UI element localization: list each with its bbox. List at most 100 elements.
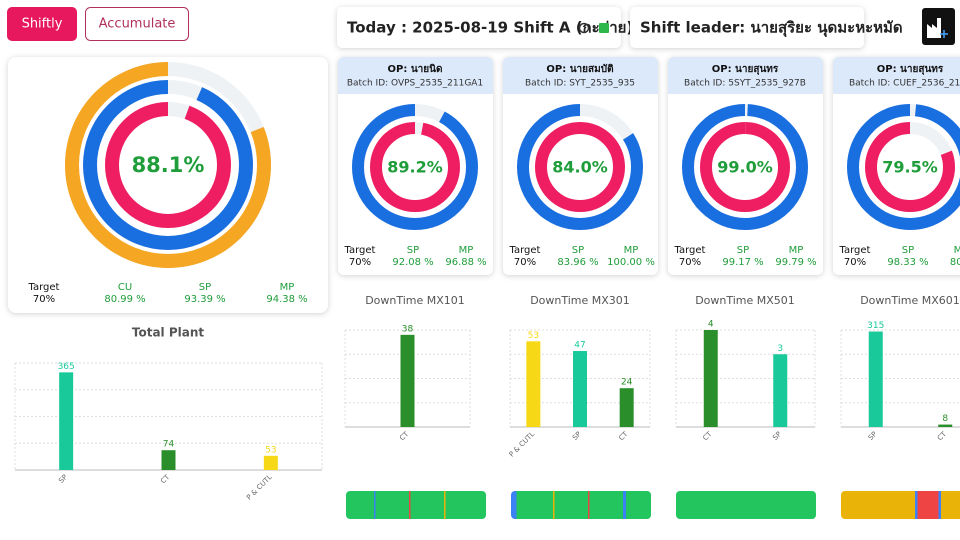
- x-tick-label: SP: [867, 430, 879, 442]
- x-tick-label: P & CUTL: [508, 430, 537, 459]
- value-label: 47: [574, 341, 585, 351]
- ring-arc: [682, 104, 808, 230]
- center-value: 99.0%: [717, 158, 773, 177]
- stat-value: 70%: [349, 257, 371, 268]
- stat-label: SP: [199, 282, 211, 293]
- stat-value: 83.96 %: [557, 257, 598, 268]
- stat-value: 70%: [33, 294, 55, 305]
- ring-arc: [517, 104, 643, 230]
- value-label: 8: [942, 414, 948, 424]
- logo-factory: [927, 18, 941, 38]
- machine-card: [503, 57, 658, 275]
- x-tick-label: CT: [398, 430, 411, 443]
- operator: OP: นายสุนทร: [877, 64, 944, 75]
- stat-value: 70%: [844, 257, 866, 268]
- stat-label: Target: [674, 245, 706, 256]
- chart-title: Total Plant: [132, 326, 205, 340]
- leader-box: [630, 7, 864, 48]
- stat-label: MP: [459, 245, 474, 256]
- tab-accumulate[interactable]: [85, 7, 189, 41]
- today-box: [337, 7, 621, 48]
- value-label: 24: [621, 378, 633, 388]
- ring-arc: [535, 122, 625, 212]
- machine-header: [668, 57, 823, 94]
- bar: [619, 388, 634, 427]
- bar: [703, 330, 718, 427]
- ring-arc: [352, 104, 478, 230]
- machine-card: [338, 57, 493, 275]
- value-label: 315: [867, 321, 884, 331]
- x-tick-label: CT: [159, 473, 172, 486]
- stat-value: 99.79 %: [775, 257, 816, 268]
- value-label: 53: [265, 445, 276, 455]
- stat-label: CU: [118, 282, 132, 293]
- tab-label[interactable]: Shiftly: [22, 17, 63, 32]
- today-text: Today : 2025-08-19 Shift A (กะบ่าย): [347, 19, 633, 37]
- stat-value: 80.99 %: [104, 294, 145, 305]
- stat-value: 99.17 %: [722, 257, 763, 268]
- timeline-strip: [511, 491, 651, 519]
- value-label: 38: [402, 324, 414, 334]
- operator: OP: นายสมบัติ: [546, 63, 613, 75]
- bar: [526, 341, 541, 427]
- stat-value: 94.38 %: [266, 294, 307, 305]
- stat-value: 92.08 %: [392, 257, 433, 268]
- stat-value: 70%: [679, 257, 701, 268]
- stat-value: 80.8: [950, 257, 960, 268]
- ring-arc: [370, 122, 460, 212]
- chart-title: DownTime MX601: [860, 294, 960, 307]
- center-value: 89.2%: [387, 158, 443, 177]
- tab-shiftly[interactable]: [7, 7, 77, 41]
- bar: [938, 424, 953, 427]
- stat-label: Target: [28, 282, 60, 293]
- ring-arc: [65, 62, 271, 268]
- ring-arc: [105, 102, 231, 228]
- batch-id: Batch ID: CUEF_2536_213L: [849, 79, 960, 89]
- bar: [773, 354, 788, 427]
- stat-value: 96.88 %: [445, 257, 486, 268]
- operator: OP: นายนิด: [388, 63, 443, 75]
- bar: [400, 334, 415, 427]
- batch-id: Batch ID: 5SYT_2535_927B: [684, 79, 806, 89]
- stat-label: MP: [954, 245, 960, 256]
- plant-card: [8, 57, 328, 313]
- bar: [573, 351, 587, 427]
- center-value: 84.0%: [552, 158, 608, 177]
- timeline-strip: [346, 491, 486, 519]
- logo-circuit: [940, 30, 948, 38]
- x-tick-label: SP: [571, 430, 583, 442]
- bar: [59, 372, 74, 470]
- ring-arc: [700, 122, 790, 212]
- stat-label: SP: [572, 245, 584, 256]
- value-label: 3: [777, 344, 783, 354]
- leader-text: Shift leader: นายสุริยะ นุดมะหะหมัด: [640, 19, 903, 38]
- center-value: 79.5%: [882, 158, 938, 177]
- stat-label: SP: [737, 245, 749, 256]
- ring-arc: [865, 122, 955, 212]
- ring-arc: [83, 80, 253, 250]
- ring-arc: [847, 104, 960, 230]
- timeline-strip: [841, 491, 960, 519]
- value-label: 4: [708, 320, 714, 330]
- machine-card: [668, 57, 823, 275]
- stat-value: 98.33 %: [887, 257, 928, 268]
- x-tick-label: CT: [617, 430, 630, 443]
- x-tick-label: P & CUTL: [245, 473, 274, 502]
- stat-label: Target: [344, 245, 376, 256]
- bar: [161, 450, 176, 470]
- timeline-strip: [676, 491, 816, 519]
- machine-header: [833, 57, 960, 94]
- tab-label[interactable]: Accumulate: [99, 17, 176, 32]
- batch-id: Batch ID: SYT_2535_935: [525, 79, 635, 89]
- calendar-icon[interactable]: [599, 23, 609, 33]
- stat-label: Target: [839, 245, 871, 256]
- stat-value: 70%: [514, 257, 536, 268]
- operator: OP: นายสุนทร: [712, 64, 779, 75]
- machine-header: [503, 57, 658, 94]
- chart-title: DownTime MX101: [365, 294, 465, 307]
- stat-label: MP: [789, 245, 804, 256]
- refresh-icon[interactable]: [578, 22, 590, 34]
- value-label: 53: [528, 331, 539, 341]
